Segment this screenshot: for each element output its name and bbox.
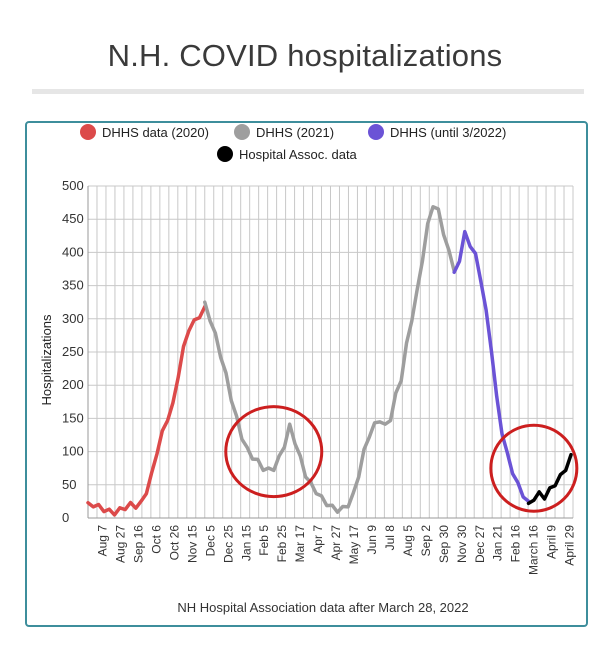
x-tick-label: Aug 7 bbox=[96, 525, 110, 557]
y-tick-label: 50 bbox=[62, 477, 76, 492]
x-tick-label: Nov 15 bbox=[185, 525, 199, 563]
chart-frame bbox=[25, 121, 588, 627]
y-tick-label: 400 bbox=[62, 244, 84, 259]
x-tick-label: Feb 5 bbox=[257, 525, 271, 556]
legend-label: DHHS data (2020) bbox=[102, 125, 209, 140]
y-tick-label: 100 bbox=[62, 444, 84, 459]
x-tick-label: May 17 bbox=[347, 525, 361, 565]
x-tick-label: Jan 21 bbox=[491, 525, 505, 561]
y-axis: 0 50 100 150 200 250 300 350 400 450 500 bbox=[62, 178, 84, 525]
legend-swatch bbox=[80, 124, 96, 140]
x-tick-label: Feb 16 bbox=[509, 525, 523, 563]
annotation-circle bbox=[224, 405, 324, 499]
y-tick-label: 200 bbox=[62, 377, 84, 392]
x-tick-label: Oct 26 bbox=[167, 525, 181, 561]
chart-grid bbox=[87, 185, 574, 519]
chart-annotations bbox=[224, 405, 579, 513]
series-line-0 bbox=[86, 304, 207, 517]
legend-swatch bbox=[217, 146, 233, 162]
x-tick-label: April 9 bbox=[545, 525, 559, 559]
y-tick-label: 300 bbox=[62, 311, 84, 326]
x-tick-label: Jul 8 bbox=[383, 525, 397, 551]
x-tick-label: March 16 bbox=[527, 525, 541, 575]
y-tick-label: 500 bbox=[62, 178, 84, 193]
y-tick-label: 0 bbox=[62, 510, 69, 525]
legend-label: DHHS (until 3/2022) bbox=[390, 125, 506, 140]
y-tick-label: 250 bbox=[62, 344, 84, 359]
x-tick-label: Dec 27 bbox=[473, 525, 487, 563]
title-divider bbox=[32, 89, 584, 94]
x-axis: Aug 7 Aug 27 Sep 16 Oct 6 Oct 26 Nov 15 Dec 5 D… bbox=[96, 525, 577, 575]
series-line-2 bbox=[452, 229, 531, 503]
x-tick-label: Feb 25 bbox=[275, 525, 289, 563]
legend-label: DHHS (2021) bbox=[256, 125, 334, 140]
chart-series bbox=[86, 205, 573, 517]
x-tick-label: Aug 5 bbox=[401, 525, 415, 557]
x-tick-label: Jan 15 bbox=[239, 525, 253, 561]
series-line-3 bbox=[526, 452, 573, 506]
x-tick-label: Oct 6 bbox=[149, 525, 163, 554]
x-tick-label: Mar 17 bbox=[293, 525, 307, 563]
legend-swatch bbox=[368, 124, 384, 140]
y-tick-label: 450 bbox=[62, 211, 84, 226]
page-title: N.H. COVID hospitalizations bbox=[107, 38, 503, 73]
x-tick-label: Sep 16 bbox=[131, 525, 145, 563]
x-tick-label: Dec 5 bbox=[203, 525, 217, 557]
annotation-circle bbox=[489, 423, 579, 513]
x-tick-label: Apr 7 bbox=[311, 525, 325, 554]
y-tick-label: 150 bbox=[62, 410, 84, 425]
x-tick-label: Dec 25 bbox=[221, 525, 235, 563]
x-tick-label: Aug 27 bbox=[114, 525, 128, 563]
chart-footnote: NH Hospital Association data after March… bbox=[177, 600, 468, 615]
x-tick-label: Sep 30 bbox=[437, 525, 451, 563]
chart-legend: DHHS data (2020) DHHS (2021) DHHS (until 3… bbox=[80, 124, 506, 162]
y-axis-title: Hospitalizations bbox=[39, 314, 54, 406]
x-tick-label: Sep 2 bbox=[419, 525, 433, 557]
legend-swatch bbox=[234, 124, 250, 140]
series-line-1 bbox=[203, 205, 456, 514]
x-tick-label: Jun 9 bbox=[365, 525, 379, 555]
y-tick-label: 350 bbox=[62, 278, 84, 293]
x-tick-label: Apr 27 bbox=[329, 525, 343, 561]
legend-label: Hospital Assoc. data bbox=[239, 147, 358, 162]
x-tick-label: April 29 bbox=[563, 525, 577, 566]
x-tick-label: Nov 30 bbox=[455, 525, 469, 563]
